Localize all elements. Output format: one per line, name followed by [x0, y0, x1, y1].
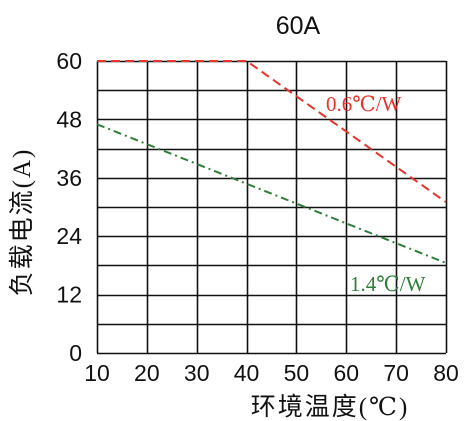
- y-tick-label: 60: [56, 48, 82, 74]
- x-tick-label: 50: [284, 360, 310, 386]
- y-tick-label: 36: [56, 165, 82, 191]
- series-labels: 0.6℃/W 1.4℃/W: [326, 92, 426, 296]
- x-tick-label: 70: [383, 360, 409, 386]
- y-tick-label: 24: [56, 223, 82, 249]
- x-tick-labels: 10 20 30 40 50 60 70 80: [84, 360, 459, 386]
- y-tick-label: 12: [56, 282, 82, 308]
- series-label-1: 0.6℃/W: [326, 92, 402, 116]
- x-tick-label: 40: [234, 360, 260, 386]
- chart-title: 60A: [276, 12, 321, 40]
- y-tick-label: 0: [69, 340, 82, 366]
- y-tick-label: 48: [56, 106, 82, 132]
- x-tick-label: 60: [333, 360, 359, 386]
- y-axis-label: 负载电流(A): [8, 148, 36, 297]
- series-label-2: 1.4℃/W: [350, 272, 426, 296]
- y-tick-labels: 0 12 24 36 48 60: [56, 48, 82, 366]
- series-line-2: [96, 123, 447, 264]
- series-lines: [96, 60, 447, 264]
- x-tick-label: 30: [184, 360, 210, 386]
- x-tick-label: 10: [84, 360, 110, 386]
- x-tick-label: 20: [134, 360, 160, 386]
- series-line-1: [97, 60, 447, 203]
- x-tick-label: 80: [433, 360, 459, 386]
- x-axis-label: 环境温度(℃): [251, 393, 410, 421]
